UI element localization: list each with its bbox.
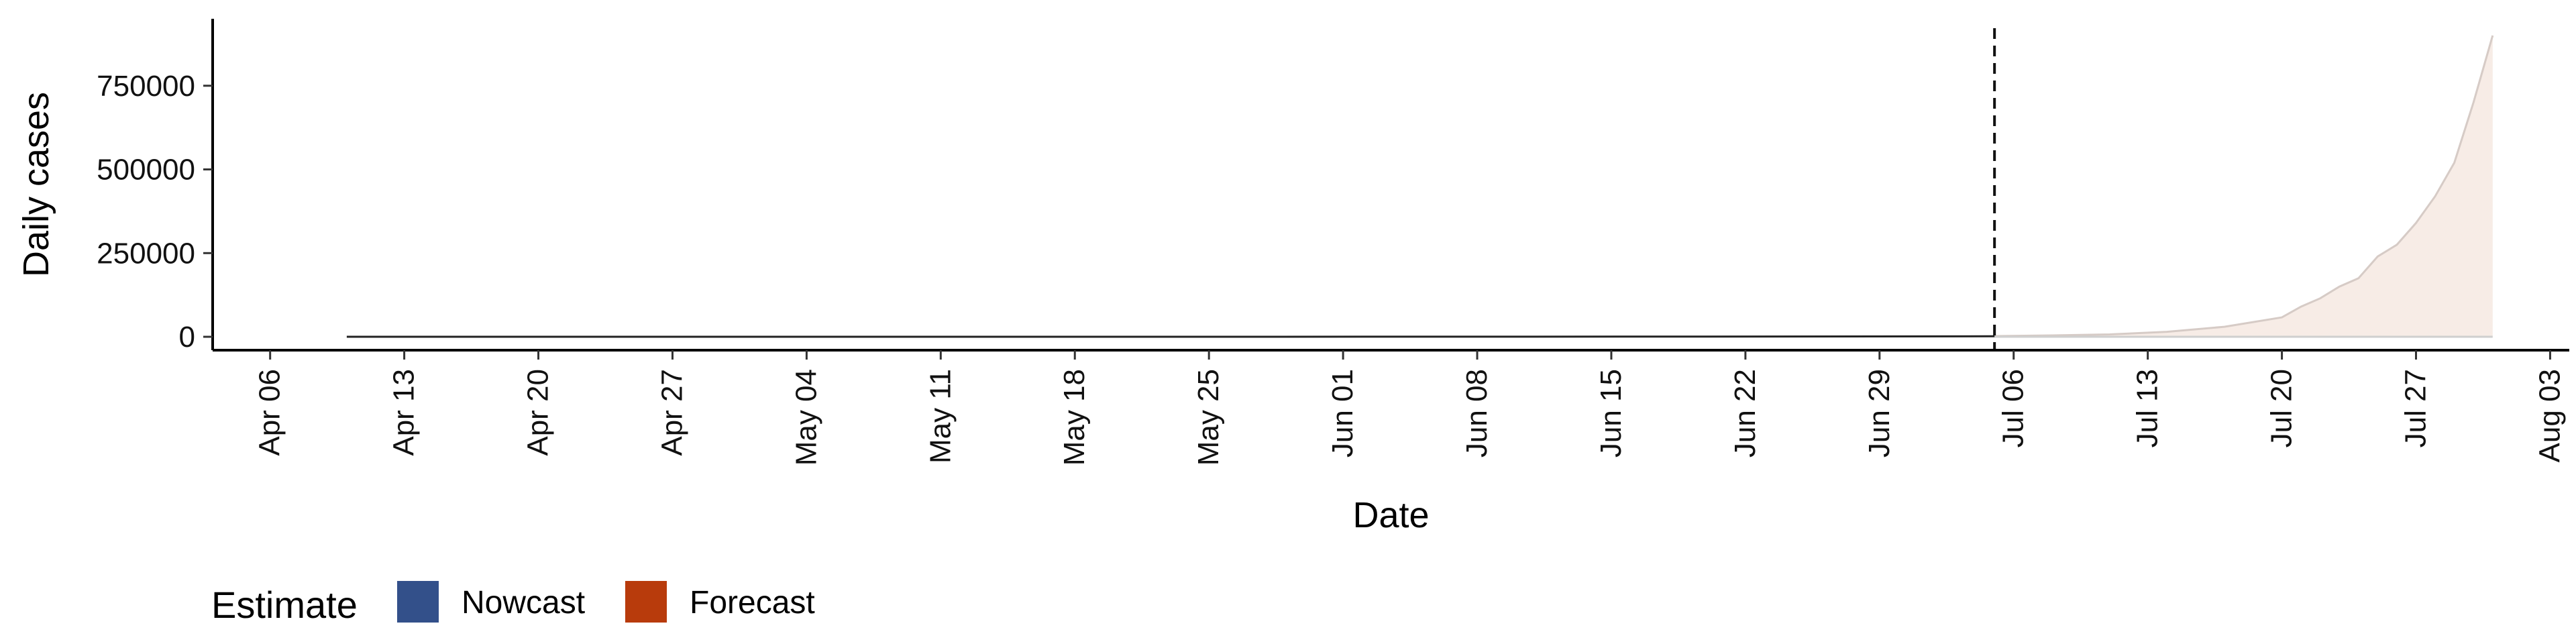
x-tick-label: Aug 03 bbox=[2533, 369, 2566, 462]
x-tick-label: May 25 bbox=[1192, 369, 1225, 466]
legend-label-forecast: Forecast bbox=[690, 585, 815, 621]
x-tick-label: Jun 01 bbox=[1326, 369, 1359, 458]
y-tick-label: 250000 bbox=[97, 237, 195, 270]
x-tick-label: Apr 06 bbox=[254, 369, 286, 456]
x-tick-label: Jul 20 bbox=[2265, 369, 2298, 447]
y-tick-label: 0 bbox=[179, 321, 195, 354]
y-axis-title: Daily cases bbox=[16, 92, 56, 277]
x-tick-label: Jul 27 bbox=[2400, 369, 2432, 447]
x-tick-label: May 04 bbox=[790, 369, 822, 466]
x-tick-label: Jun 22 bbox=[1729, 369, 1762, 458]
y-axis-ticks: 0 250000 500000 750000 bbox=[97, 70, 213, 354]
x-tick-label: May 18 bbox=[1058, 369, 1091, 466]
nowcast-line bbox=[346, 335, 1995, 338]
x-tick-label: Jun 29 bbox=[1863, 369, 1896, 458]
x-tick-label: Apr 27 bbox=[655, 369, 688, 456]
x-tick-label: Apr 13 bbox=[388, 369, 421, 456]
legend-label-nowcast: Nowcast bbox=[462, 585, 585, 621]
y-tick-label: 500000 bbox=[97, 154, 195, 186]
x-axis-title: Date bbox=[1352, 495, 1429, 535]
plot-area bbox=[346, 28, 2494, 350]
legend-swatch-nowcast bbox=[397, 581, 439, 623]
legend: Estimate Nowcast Forecast bbox=[211, 581, 815, 626]
x-tick-label: Jul 13 bbox=[2131, 369, 2164, 447]
x-tick-label: May 11 bbox=[924, 369, 957, 464]
x-tick-label: Jul 06 bbox=[1997, 369, 2030, 447]
y-tick-label: 750000 bbox=[97, 70, 195, 103]
x-axis-ticks: Apr 06 Apr 13 Apr 20 Apr 27 May 04 May 11 May … bbox=[254, 350, 2566, 466]
legend-swatch-forecast bbox=[625, 581, 667, 623]
forecast-upper-line bbox=[1994, 35, 2494, 337]
x-tick-label: Jun 15 bbox=[1595, 369, 1627, 458]
x-tick-label: Jun 08 bbox=[1460, 369, 1493, 458]
legend-title: Estimate bbox=[211, 584, 358, 626]
x-tick-label: Apr 20 bbox=[522, 369, 555, 456]
forecast-area bbox=[1994, 35, 2493, 337]
